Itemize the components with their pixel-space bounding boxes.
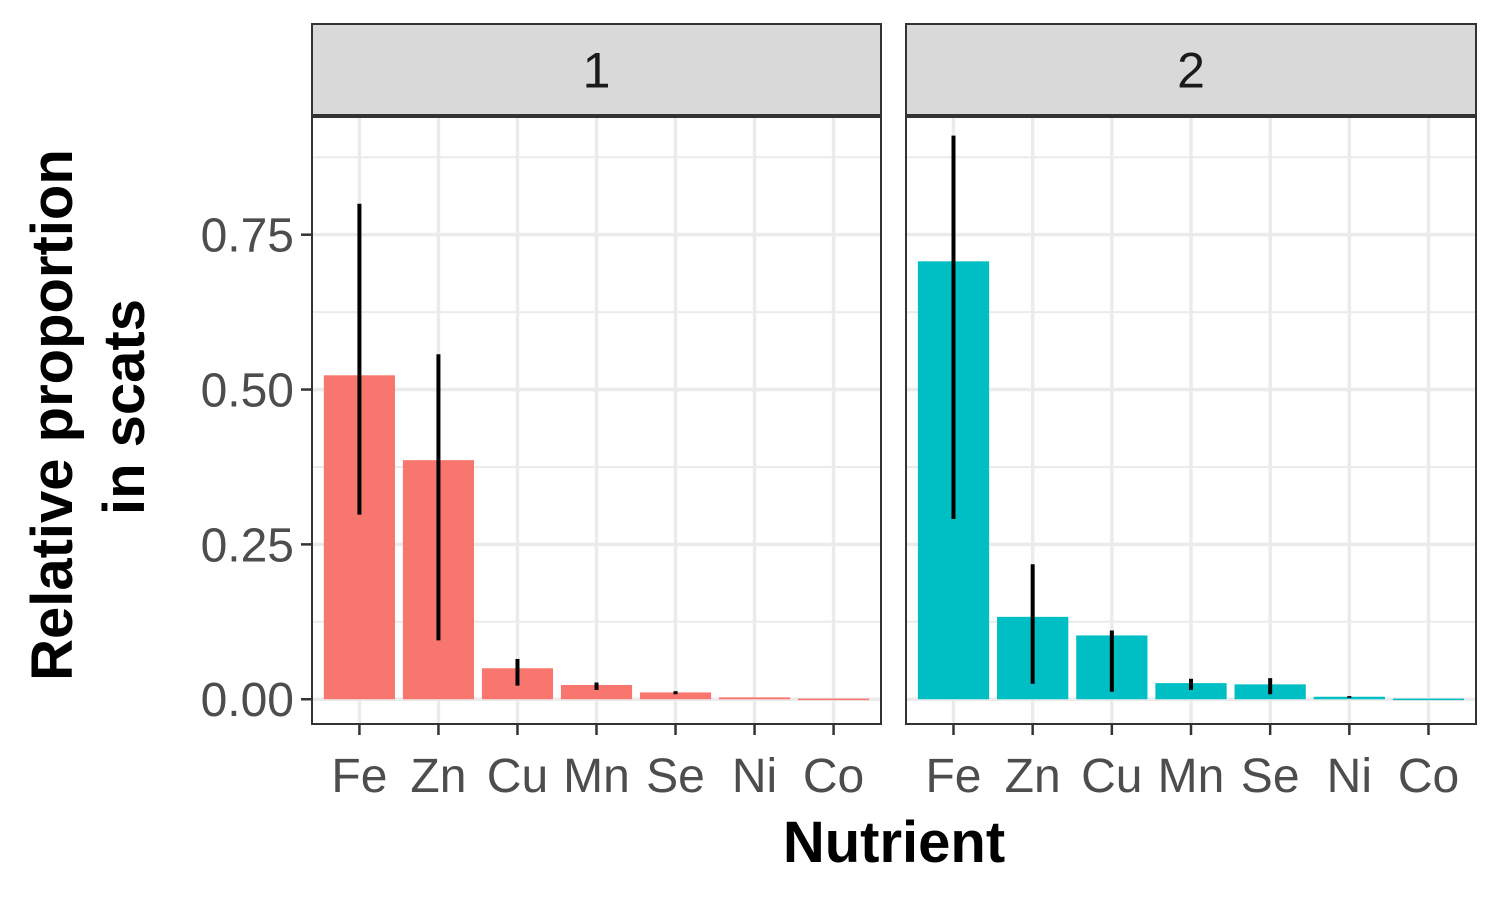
x-tick-label: Cu [487,750,548,803]
y-axis-title-line-1: Relative proportion [20,149,85,681]
bar-Mn [560,684,633,700]
bar-Co [798,698,870,701]
x-tick-label: Zn [1005,750,1061,803]
x-tick-label: Ni [1327,750,1372,803]
bar-Mn [1155,683,1227,700]
bar-Co [1392,698,1465,701]
x-tick-label: Co [1398,750,1459,803]
y-tick-label: 0.25 [201,519,294,572]
y-tick-label: 0.75 [201,210,294,263]
bar-Ni [718,697,791,700]
panel-1: 1 Fe Zn Cu Mn Se Ni Co [311,23,882,803]
x-tick-label: Mn [563,750,630,803]
x-tick-label: Zn [410,750,466,803]
x-tick-label: Mn [1158,750,1225,803]
x-axis-title: Nutrient [783,810,1005,875]
panels-layer: 1 Fe Zn Cu Mn Se Ni Co 2 Fe Zn Cu Mn Se Ni Co [311,23,1477,803]
y-axis: 0.00 0.25 0.50 0.75 [201,210,312,727]
panel-2: 2 Fe Zn Cu Mn Se Ni Co [905,23,1477,803]
x-tick-label: Fe [925,750,981,803]
x-tick-label: Se [646,750,705,803]
facet-strip [311,23,882,116]
y-axis-title-line-2: in scats [92,299,157,515]
x-tick-label: Ni [732,750,777,803]
facet-strip-label: 2 [1177,43,1205,99]
facet-strip [905,23,1477,116]
y-axis-title: Relative proportion in scats [20,133,157,681]
x-tick-label: Fe [331,750,387,803]
x-tick-label: Se [1241,750,1300,803]
y-tick-label: 0.00 [201,674,294,727]
y-tick-label: 0.50 [201,365,294,418]
bar-Se [639,692,712,700]
x-tick-label: Cu [1081,750,1142,803]
x-tick-label: Co [803,750,864,803]
facet-strip-label: 1 [583,43,611,99]
